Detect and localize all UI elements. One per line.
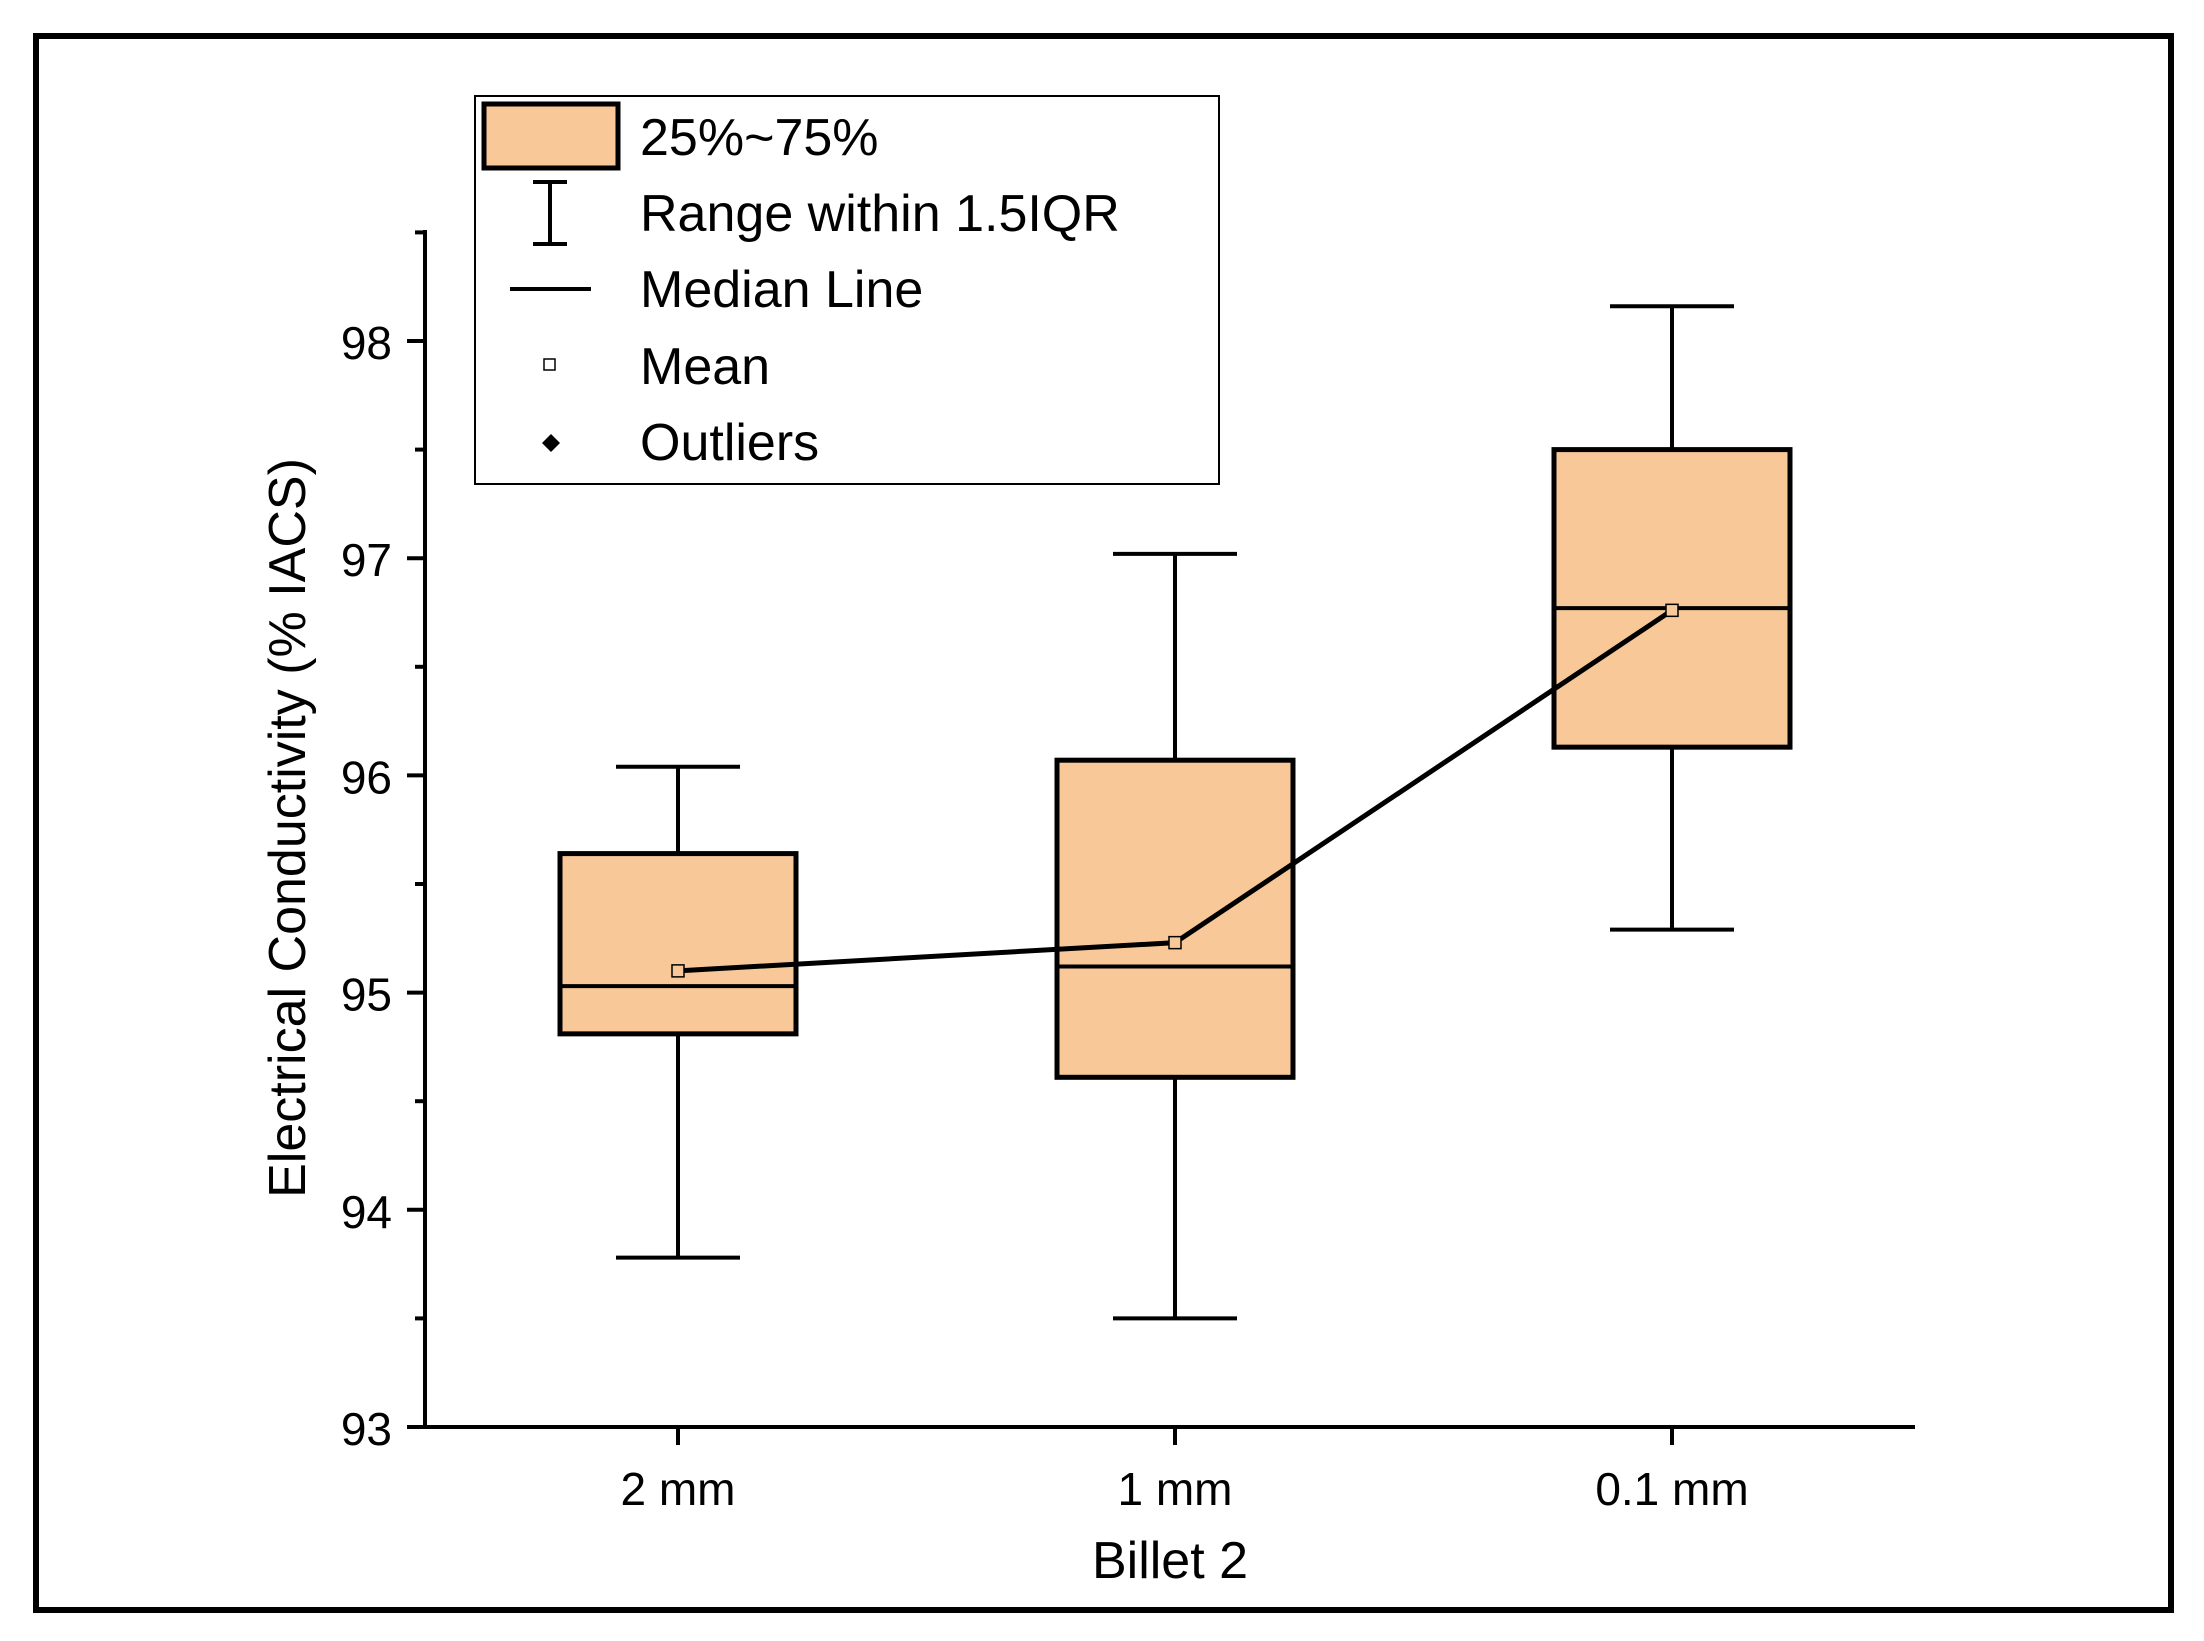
legend-label-outliers: Outliers	[640, 414, 819, 472]
legend-label-box: 25%~75%	[640, 109, 879, 167]
x-axis-ticks: 2 mm 1 mm 0.1 mm	[621, 1427, 1749, 1515]
legend-outlier-icon	[542, 434, 560, 452]
legend-label-median: Median Line	[640, 261, 923, 319]
legend-box-swatch	[481, 101, 621, 171]
y-tick-label: 96	[341, 751, 392, 803]
y-axis-title: Electrical Conductivity (% IACS)	[259, 458, 317, 1198]
mean-marker	[671, 964, 685, 978]
mean-marker	[1168, 935, 1182, 950]
x-tick-label: 1 mm	[1118, 1463, 1233, 1515]
x-tick-label: 2 mm	[621, 1463, 736, 1515]
box-series	[557, 304, 1793, 1321]
x-axis-title: Billet 2	[1092, 1532, 1248, 1590]
mean-connector	[671, 603, 1679, 978]
figure-frame	[33, 33, 2174, 1613]
y-tick-label: 95	[341, 969, 392, 1021]
y-tick-label: 93	[341, 1403, 392, 1455]
y-tick-label: 98	[341, 317, 392, 369]
iqr-box	[557, 851, 799, 1037]
y-tick-label: 94	[341, 1186, 392, 1238]
legend-whisker-icon	[533, 180, 567, 246]
box-2	[1551, 304, 1793, 932]
y-tick-label: 97	[341, 534, 392, 586]
x-tick-label: 0.1 mm	[1595, 1463, 1748, 1515]
legend-label-range: Range within 1.5IQR	[640, 185, 1120, 243]
box-1	[1054, 551, 1296, 1321]
y-axis-ticks: 93 94 95 96 97 98	[341, 230, 425, 1455]
iqr-box	[1551, 447, 1793, 750]
legend-label-mean: Mean	[640, 338, 770, 396]
legend: 25%~75% Range within 1.5IQR Median Line …	[474, 95, 1220, 485]
box-0	[557, 764, 799, 1260]
iqr-box	[1054, 757, 1296, 1080]
mean-marker	[1665, 603, 1679, 618]
legend-mean-icon	[543, 358, 556, 371]
